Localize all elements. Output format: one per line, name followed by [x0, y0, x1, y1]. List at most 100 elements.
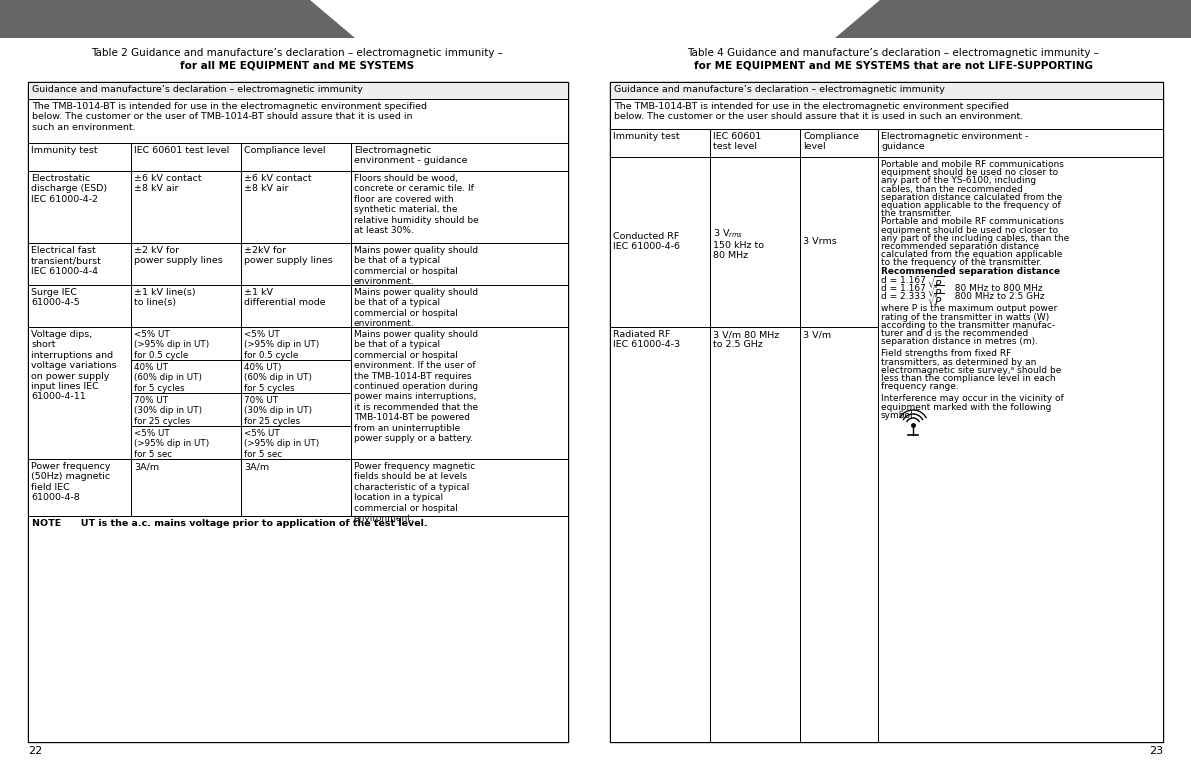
Text: Electrostatic
discharge (ESD)
IEC 61000-4-2: Electrostatic discharge (ESD) IEC 61000-… — [31, 174, 107, 204]
Text: Portable and mobile RF communications: Portable and mobile RF communications — [881, 218, 1064, 226]
Text: for ME EQUIPMENT and ME SYSTEMS that are not LIFE-SUPPORTING: for ME EQUIPMENT and ME SYSTEMS that are… — [693, 61, 1092, 71]
Bar — [131, 327, 241, 360]
Text: equipment should be used no closer to: equipment should be used no closer to — [881, 168, 1058, 177]
Text: 3 V$_{rms}$
150 kHz to
80 MHz: 3 V$_{rms}$ 150 kHz to 80 MHz — [713, 227, 763, 261]
Text: Guidance and manufacture’s declaration – electromagnetic immunity: Guidance and manufacture’s declaration –… — [615, 85, 944, 94]
Bar — [29, 516, 568, 742]
Bar — [131, 393, 241, 426]
Text: 70% UT
(30% dip in UT)
for 25 cycles: 70% UT (30% dip in UT) for 25 cycles — [244, 396, 312, 426]
Bar — [29, 285, 131, 327]
Bar — [351, 171, 568, 243]
Text: according to the transmitter manufac-: according to the transmitter manufac- — [881, 321, 1055, 330]
Bar — [351, 459, 568, 516]
Text: IEC 60601 test level: IEC 60601 test level — [135, 146, 229, 155]
Text: Conducted RF
IEC 61000-4-6: Conducted RF IEC 61000-4-6 — [613, 232, 680, 251]
Text: Floors should be wood,
concrete or ceramic tile. If
floor are covered with
synth: Floors should be wood, concrete or ceram… — [354, 174, 479, 235]
Text: Portable and mobile RF communications: Portable and mobile RF communications — [881, 160, 1064, 169]
Text: 3A/m: 3A/m — [244, 462, 269, 471]
Text: 3 V/m: 3 V/m — [803, 330, 831, 339]
Text: separation distance calculated from the: separation distance calculated from the — [881, 193, 1062, 202]
Text: d = 1.167: d = 1.167 — [881, 276, 929, 285]
Text: equipment marked with the following: equipment marked with the following — [881, 403, 1052, 412]
Bar — [241, 171, 351, 243]
Text: turer and d is the recommended: turer and d is the recommended — [881, 329, 1028, 338]
Bar — [610, 129, 710, 157]
Text: Table 4 Guidance and manufacture’s declaration – electromagnetic immunity –: Table 4 Guidance and manufacture’s decla… — [687, 48, 1099, 58]
Bar — [241, 459, 351, 516]
Text: Guidance and manufacture’s declaration – electromagnetic immunity: Guidance and manufacture’s declaration –… — [32, 85, 363, 94]
Bar — [351, 285, 568, 327]
Bar — [131, 143, 241, 171]
Bar — [878, 129, 1162, 157]
Text: Electromagnetic environment -
guidance: Electromagnetic environment - guidance — [881, 132, 1028, 151]
Bar — [351, 243, 568, 285]
Text: 70% UT
(30% dip in UT)
for 25 cycles: 70% UT (30% dip in UT) for 25 cycles — [135, 396, 202, 426]
Bar — [710, 157, 800, 327]
Text: transmitters, as determined by an: transmitters, as determined by an — [881, 358, 1036, 367]
Bar — [241, 327, 351, 360]
Text: ±6 kV contact
±8 kV air: ±6 kV contact ±8 kV air — [244, 174, 312, 193]
Text: the transmitter.: the transmitter. — [881, 209, 952, 219]
Bar — [800, 129, 878, 157]
Bar — [800, 157, 878, 327]
Text: ±2kV for
power supply lines: ±2kV for power supply lines — [244, 246, 332, 265]
Bar — [29, 143, 131, 171]
Text: ±1 kV line(s)
to line(s): ±1 kV line(s) to line(s) — [135, 288, 195, 307]
Text: any part of the including cables, than the: any part of the including cables, than t… — [881, 234, 1070, 243]
Bar — [610, 82, 1162, 99]
Bar — [241, 285, 351, 327]
Text: for all ME EQUIPMENT and ME SYSTEMS: for all ME EQUIPMENT and ME SYSTEMS — [181, 61, 414, 71]
Text: electromagnetic site survey,ᵃ should be: electromagnetic site survey,ᵃ should be — [881, 366, 1061, 375]
Polygon shape — [835, 0, 1191, 38]
Bar — [241, 243, 351, 285]
Bar — [29, 99, 568, 143]
Text: Mains power quality should
be that of a typical
commercial or hospital
environme: Mains power quality should be that of a … — [354, 330, 478, 443]
Polygon shape — [0, 0, 355, 38]
Text: <5% UT
(>95% dip in UT)
for 5 sec: <5% UT (>95% dip in UT) for 5 sec — [135, 429, 210, 459]
Bar — [131, 360, 241, 393]
Text: recommended separation distance: recommended separation distance — [881, 242, 1039, 251]
Text: less than the compliance level in each: less than the compliance level in each — [881, 374, 1055, 383]
Text: Power frequency
(50Hz) magnetic
field IEC
61000-4-8: Power frequency (50Hz) magnetic field IE… — [31, 462, 111, 502]
Bar — [241, 143, 351, 171]
Bar — [351, 143, 568, 171]
Text: equation applicable to the frequency of: equation applicable to the frequency of — [881, 201, 1061, 210]
Text: 23: 23 — [1149, 746, 1162, 756]
Text: <5% UT
(>95% dip in UT)
for 0.5 cycle: <5% UT (>95% dip in UT) for 0.5 cycle — [244, 330, 319, 360]
Text: Field strengths from fixed RF: Field strengths from fixed RF — [881, 349, 1011, 358]
Text: symbol:: symbol: — [881, 411, 917, 419]
Bar — [29, 82, 568, 99]
Bar — [29, 459, 131, 516]
Bar — [610, 82, 1162, 742]
Text: 40% UT
(60% dip in UT)
for 5 cycles: 40% UT (60% dip in UT) for 5 cycles — [135, 363, 202, 393]
Text: Immunity test: Immunity test — [31, 146, 98, 155]
Text: $\sqrt{P}$: $\sqrt{P}$ — [927, 283, 944, 299]
Bar — [610, 327, 710, 742]
Text: $\sqrt{P}$: $\sqrt{P}$ — [927, 291, 944, 308]
Bar — [610, 157, 710, 327]
Text: ±6 kV contact
±8 kV air: ±6 kV contact ±8 kV air — [135, 174, 201, 193]
Text: Mains power quality should
be that of a typical
commercial or hospital
environme: Mains power quality should be that of a … — [354, 246, 478, 286]
Bar — [29, 327, 131, 459]
Text: Compliance level: Compliance level — [244, 146, 325, 155]
Bar — [131, 171, 241, 243]
Text: 3 Vrms: 3 Vrms — [803, 237, 837, 246]
Text: rating of the transmitter in watts (W): rating of the transmitter in watts (W) — [881, 312, 1049, 322]
Bar — [241, 360, 351, 393]
Text: The TMB-1014-BT is intended for use in the electromagnetic environment specified: The TMB-1014-BT is intended for use in t… — [615, 102, 1023, 121]
Bar — [351, 327, 568, 459]
Text: NOTE      UT is the a.c. mains voltage prior to application of the test level.: NOTE UT is the a.c. mains voltage prior … — [32, 519, 428, 528]
Text: 80 MHz to 800 MHz: 80 MHz to 800 MHz — [949, 284, 1042, 293]
Bar — [29, 171, 131, 243]
Text: to the frequency of the transmitter.: to the frequency of the transmitter. — [881, 258, 1042, 267]
Text: equipment should be used no closer to: equipment should be used no closer to — [881, 225, 1058, 235]
Text: <5% UT
(>95% dip in UT)
for 0.5 cycle: <5% UT (>95% dip in UT) for 0.5 cycle — [135, 330, 210, 360]
Bar — [29, 243, 131, 285]
Text: d = 2.333: d = 2.333 — [881, 292, 929, 301]
Text: Electromagnetic
environment - guidance: Electromagnetic environment - guidance — [354, 146, 468, 165]
Bar — [131, 243, 241, 285]
Bar — [131, 426, 241, 459]
Bar — [29, 82, 568, 742]
Bar — [710, 129, 800, 157]
Bar — [800, 327, 878, 742]
